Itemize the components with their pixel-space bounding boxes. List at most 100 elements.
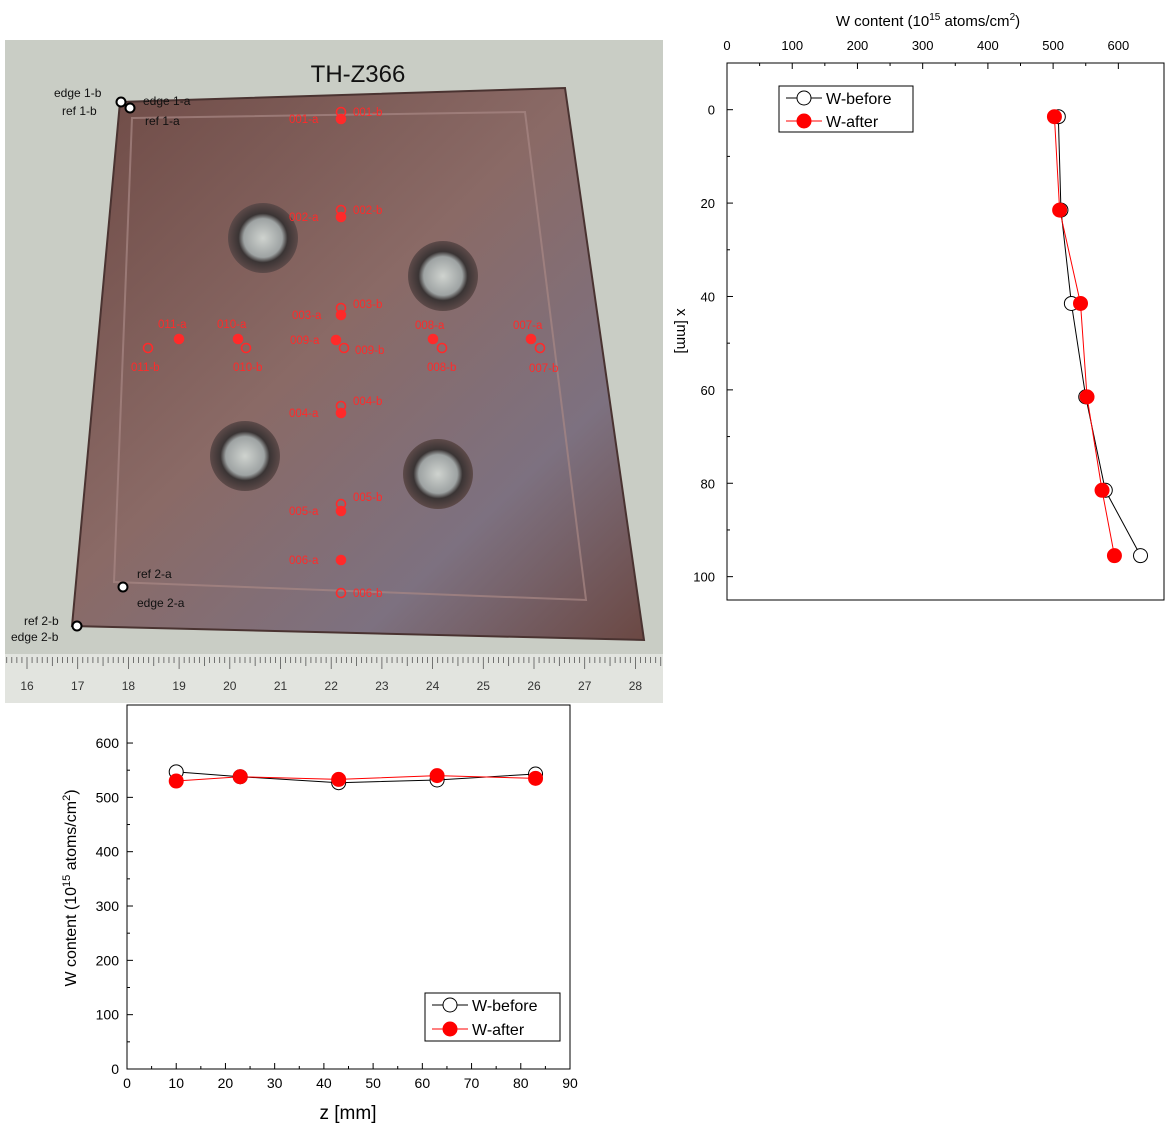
point-002-a bbox=[335, 211, 347, 223]
z-profile-x-tick-label: 40 bbox=[316, 1075, 332, 1091]
point-011-b bbox=[142, 342, 154, 354]
mounting-holes bbox=[210, 203, 478, 509]
z-profile-y-tick-label: 300 bbox=[96, 898, 120, 914]
z-profile-x-tick-label: 20 bbox=[218, 1075, 234, 1091]
x-profile-legend-marker-before bbox=[796, 90, 812, 106]
z-profile-y-tick-label: 0 bbox=[111, 1061, 119, 1077]
point-label-002-a: 002-a bbox=[289, 212, 319, 224]
z-profile-y-axis-label-sup2: 2 bbox=[61, 795, 73, 801]
corner-label-ref-2-a: ref 2-a bbox=[137, 567, 172, 581]
z-profile-y-axis-label-sup1: 15 bbox=[61, 875, 73, 887]
z-profile-point bbox=[232, 769, 248, 785]
corner-marker bbox=[117, 581, 129, 593]
corner-label-ref-2-b: ref 2-b bbox=[24, 614, 59, 628]
z-profile-x-tick-label: 30 bbox=[267, 1075, 283, 1091]
z-profile-legend-label-after: W-after bbox=[472, 1022, 525, 1039]
point-009-b bbox=[338, 342, 350, 354]
z-profile-y-axis-label-mid: atoms/cm bbox=[63, 801, 80, 875]
x-profile-legend-marker-after bbox=[796, 113, 812, 129]
ruler-label: 19 bbox=[172, 679, 186, 693]
mounting-hole bbox=[408, 241, 478, 311]
point-label-008-a: 008-a bbox=[415, 320, 445, 332]
point-label-002-b: 002-b bbox=[353, 205, 382, 217]
x-profile-top-axis-label-main: W content (10 bbox=[836, 13, 929, 30]
ruler-label: 21 bbox=[274, 679, 288, 693]
point-004-a bbox=[335, 407, 347, 419]
z-profile-y-tick-label: 600 bbox=[96, 735, 120, 751]
z-profile-y-axis-label-main: W content (10 bbox=[63, 887, 80, 987]
point-label-001-b: 001-b bbox=[353, 107, 382, 119]
x-profile-plot-frame bbox=[726, 62, 1165, 601]
mounting-hole bbox=[228, 203, 298, 273]
ruler-label: 20 bbox=[223, 679, 237, 693]
point-label-011-b: 011-b bbox=[131, 362, 160, 374]
x-profile-top-tick-label: 300 bbox=[912, 38, 934, 53]
z-profile-chart: 0 10 20 30 40 50 60 70 80 90 0 100 200 300 400 500 600 z… bbox=[61, 704, 578, 1124]
point-label-009-b: 009-b bbox=[355, 345, 384, 357]
point-label-003-b: 003-b bbox=[353, 299, 382, 311]
x-profile-top-axis-label-end: ) bbox=[1015, 13, 1020, 30]
z-profile-legend: W-before W-after bbox=[424, 992, 561, 1042]
x-profile-top-tick-label: 500 bbox=[1042, 38, 1064, 53]
x-profile-top-tick-label: 0 bbox=[723, 38, 730, 53]
x-profile-left-tick-label: 60 bbox=[701, 383, 715, 398]
z-profile-y-tick-label: 500 bbox=[96, 789, 120, 805]
x-profile-top-axis-label-mid: atoms/cm bbox=[940, 13, 1009, 30]
z-profile-x-tick-label: 10 bbox=[168, 1075, 184, 1091]
ruler-label: 26 bbox=[527, 679, 541, 693]
mounting-hole bbox=[210, 421, 280, 491]
x-profile-top-axis-label-sup2: 2 bbox=[1010, 12, 1016, 23]
ruler-ticks bbox=[6, 657, 662, 669]
x-profile-chart: 0 100 200 300 400 500 600 0 20 40 60 80 100 W conten… bbox=[673, 12, 1165, 601]
point-011-a bbox=[173, 333, 185, 345]
point-010-b bbox=[240, 342, 252, 354]
point-label-001-a: 001-a bbox=[289, 114, 319, 126]
point-label-009-a: 009-a bbox=[290, 335, 320, 347]
point-010-a bbox=[232, 333, 244, 345]
point-label-006-a: 006-a bbox=[289, 555, 319, 567]
point-label-007-b: 007-b bbox=[529, 363, 558, 375]
z-profile-legend-marker-before bbox=[442, 997, 458, 1013]
point-003-a bbox=[335, 309, 347, 321]
z-profile-legend-marker-after bbox=[442, 1021, 458, 1037]
z-profile-x-axis-label: z [mm] bbox=[320, 1103, 377, 1124]
z-profile-x-tick-label: 50 bbox=[365, 1075, 381, 1091]
x-profile-left-tick-label: 0 bbox=[708, 103, 715, 118]
corner-label-edge-1-b: edge 1-b bbox=[54, 86, 102, 100]
x-profile-left-tick-label: 40 bbox=[701, 289, 715, 304]
point-008-b bbox=[436, 342, 448, 354]
ruler-label: 28 bbox=[629, 679, 643, 693]
sample-photo: TH-Z366 edge 1-b edge 1-a ref 1-b ref 1-… bbox=[5, 40, 663, 703]
z-profile-y-axis-label-end: ) bbox=[63, 789, 80, 794]
x-profile-series-line bbox=[1053, 116, 1115, 556]
x-profile-point bbox=[1073, 295, 1089, 311]
x-profile-top-tick-label: 600 bbox=[1107, 38, 1129, 53]
z-profile-x-tick-label: 90 bbox=[562, 1075, 578, 1091]
x-profile-top-tick-label: 100 bbox=[781, 38, 803, 53]
z-profile-x-tick-label: 60 bbox=[415, 1075, 431, 1091]
x-profile-legend-label-before: W-before bbox=[826, 91, 892, 108]
x-profile-top-axis-label: W content (1015 atoms/cm2) bbox=[836, 12, 1020, 30]
x-profile-left-tick-label: 100 bbox=[693, 570, 715, 585]
point-label-010-b: 010-b bbox=[233, 362, 262, 374]
x-profile-point bbox=[1133, 548, 1149, 564]
z-profile-x-tick-label: 70 bbox=[464, 1075, 480, 1091]
corner-label-edge-1-a: edge 1-a bbox=[143, 94, 191, 108]
z-profile-point bbox=[331, 771, 347, 787]
point-label-011-a: 011-a bbox=[158, 319, 187, 331]
z-profile-y-tick-label: 200 bbox=[96, 952, 120, 968]
z-profile-ticks: 0 10 20 30 40 50 60 70 80 90 0 100 200 300 400 500 600 bbox=[96, 735, 578, 1091]
x-profile-top-tick-label: 200 bbox=[847, 38, 869, 53]
corner-label-ref-1-b: ref 1-b bbox=[62, 104, 97, 118]
ruler-label: 24 bbox=[426, 679, 440, 693]
z-profile-x-tick-label: 0 bbox=[123, 1075, 131, 1091]
x-profile-legend-label-after: W-after bbox=[826, 114, 879, 131]
ruler-label: 18 bbox=[122, 679, 136, 693]
point-006-b bbox=[335, 587, 347, 599]
ruler-labels: 16 17 18 19 20 21 22 23 24 25 26 27 28 bbox=[20, 679, 642, 693]
point-007-a bbox=[525, 333, 537, 345]
z-profile-series bbox=[168, 764, 544, 791]
z-profile-x-tick-label: 80 bbox=[513, 1075, 529, 1091]
x-profile-legend: W-before W-after bbox=[778, 85, 914, 133]
